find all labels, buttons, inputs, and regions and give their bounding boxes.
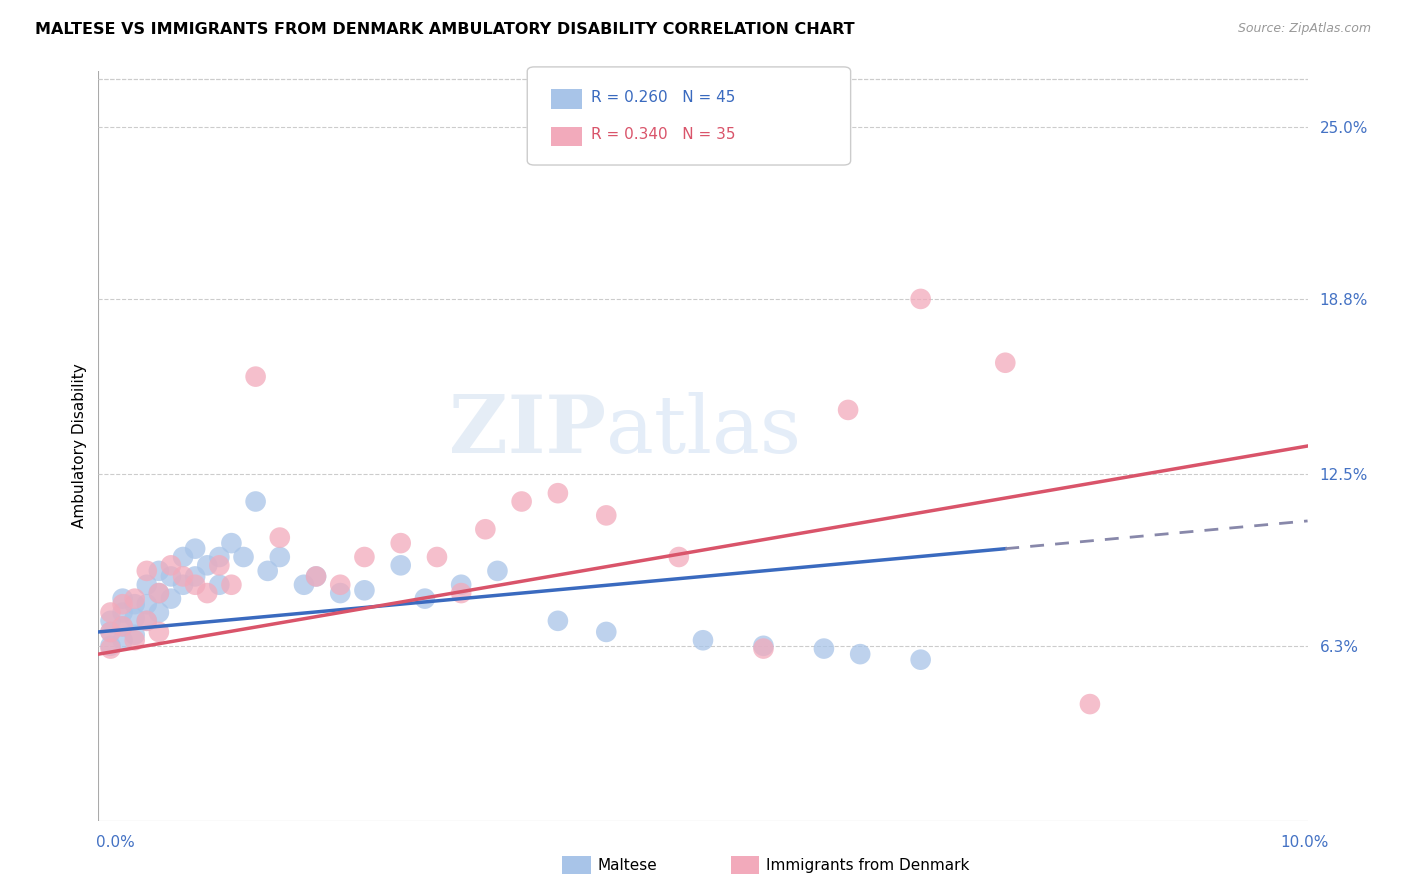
- Point: [305, 569, 328, 583]
- Point: [269, 549, 291, 564]
- Text: R = 0.260   N = 45: R = 0.260 N = 45: [591, 90, 735, 104]
- Point: [292, 578, 315, 592]
- Point: [184, 541, 207, 556]
- Point: [148, 586, 170, 600]
- Point: [148, 564, 170, 578]
- Point: [148, 586, 170, 600]
- Text: Maltese: Maltese: [598, 858, 657, 872]
- Point: [1078, 697, 1101, 711]
- Point: [100, 614, 122, 628]
- Point: [111, 597, 134, 611]
- Point: [148, 606, 170, 620]
- Point: [124, 633, 146, 648]
- Point: [124, 628, 146, 642]
- Point: [245, 369, 267, 384]
- Point: [124, 597, 146, 611]
- Point: [510, 494, 533, 508]
- Point: [208, 578, 231, 592]
- Point: [195, 586, 218, 600]
- Text: 10.0%: 10.0%: [1281, 836, 1329, 850]
- Text: atlas: atlas: [606, 392, 801, 470]
- Point: [111, 619, 134, 633]
- Point: [135, 614, 157, 628]
- Point: [353, 583, 375, 598]
- Text: 0.0%: 0.0%: [96, 836, 135, 850]
- Point: [329, 578, 352, 592]
- Point: [413, 591, 436, 606]
- Point: [752, 641, 775, 656]
- Point: [232, 549, 254, 564]
- Point: [668, 549, 690, 564]
- Point: [148, 624, 170, 639]
- Point: [160, 591, 183, 606]
- Point: [172, 578, 194, 592]
- Point: [160, 569, 183, 583]
- Point: [256, 564, 278, 578]
- Point: [426, 549, 449, 564]
- Point: [813, 641, 835, 656]
- Point: [100, 624, 122, 639]
- Point: [389, 558, 412, 573]
- Point: [124, 611, 146, 625]
- Point: [100, 639, 122, 653]
- Point: [389, 536, 412, 550]
- Point: [910, 292, 932, 306]
- Point: [994, 356, 1017, 370]
- Point: [547, 486, 569, 500]
- Point: [135, 578, 157, 592]
- Text: R = 0.340   N = 35: R = 0.340 N = 35: [591, 128, 735, 142]
- Point: [910, 653, 932, 667]
- Point: [184, 578, 207, 592]
- Point: [135, 597, 157, 611]
- Text: MALTESE VS IMMIGRANTS FROM DENMARK AMBULATORY DISABILITY CORRELATION CHART: MALTESE VS IMMIGRANTS FROM DENMARK AMBUL…: [35, 22, 855, 37]
- Point: [486, 564, 509, 578]
- Point: [547, 614, 569, 628]
- Point: [135, 614, 157, 628]
- Point: [184, 569, 207, 583]
- Point: [195, 558, 218, 573]
- Point: [474, 522, 496, 536]
- Point: [269, 531, 291, 545]
- Point: [245, 494, 267, 508]
- Point: [100, 606, 122, 620]
- Point: [329, 586, 352, 600]
- Point: [100, 624, 122, 639]
- Point: [450, 578, 472, 592]
- Point: [208, 549, 231, 564]
- Point: [111, 606, 134, 620]
- Y-axis label: Ambulatory Disability: Ambulatory Disability: [72, 364, 87, 528]
- Point: [221, 536, 243, 550]
- Point: [595, 508, 617, 523]
- Point: [135, 564, 157, 578]
- Point: [837, 403, 859, 417]
- Point: [849, 647, 872, 661]
- Point: [353, 549, 375, 564]
- Point: [100, 641, 122, 656]
- Point: [752, 639, 775, 653]
- Point: [111, 633, 134, 648]
- Point: [208, 558, 231, 573]
- Point: [172, 569, 194, 583]
- Point: [221, 578, 243, 592]
- Point: [305, 569, 328, 583]
- Point: [124, 591, 146, 606]
- Point: [172, 549, 194, 564]
- Point: [692, 633, 714, 648]
- Point: [595, 624, 617, 639]
- Text: ZIP: ZIP: [450, 392, 606, 470]
- Point: [111, 619, 134, 633]
- Text: Immigrants from Denmark: Immigrants from Denmark: [766, 858, 970, 872]
- Point: [111, 591, 134, 606]
- Point: [450, 586, 472, 600]
- Point: [160, 558, 183, 573]
- Text: Source: ZipAtlas.com: Source: ZipAtlas.com: [1237, 22, 1371, 36]
